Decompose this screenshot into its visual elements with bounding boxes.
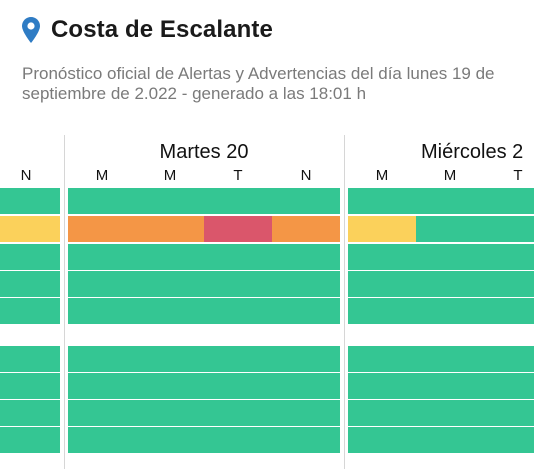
alert-cell[interactable] xyxy=(484,244,534,270)
day-separator xyxy=(343,135,345,469)
alert-cell[interactable] xyxy=(484,373,534,399)
alert-cell[interactable] xyxy=(0,216,60,242)
alert-cell[interactable] xyxy=(0,400,60,426)
alert-cell[interactable] xyxy=(204,244,272,270)
alert-cell[interactable] xyxy=(204,188,272,214)
location-title: Costa de Escalante xyxy=(51,16,273,43)
alert-cell[interactable] xyxy=(416,216,484,242)
alert-cell[interactable] xyxy=(484,427,534,453)
alert-cell[interactable] xyxy=(484,271,534,297)
alert-cell[interactable] xyxy=(348,373,416,399)
alert-cell[interactable] xyxy=(272,427,340,453)
alert-cell[interactable] xyxy=(348,271,416,297)
alert-cell[interactable] xyxy=(204,400,272,426)
alert-cell[interactable] xyxy=(136,271,204,297)
alert-cell[interactable] xyxy=(416,188,484,214)
alert-cell[interactable] xyxy=(204,271,272,297)
period-label: M xyxy=(95,167,109,184)
alert-cell[interactable] xyxy=(204,216,272,242)
alert-cell[interactable] xyxy=(484,216,534,242)
alert-cell[interactable] xyxy=(272,271,340,297)
alert-cell[interactable] xyxy=(136,244,204,270)
alert-cell[interactable] xyxy=(272,188,340,214)
alert-cell[interactable] xyxy=(484,188,534,214)
alert-cell[interactable] xyxy=(484,298,534,324)
alert-cell[interactable] xyxy=(348,216,416,242)
alert-cell[interactable] xyxy=(68,346,136,372)
alert-cell[interactable] xyxy=(68,244,136,270)
alert-cell[interactable] xyxy=(272,373,340,399)
header: Costa de Escalante xyxy=(22,16,273,44)
alert-cell[interactable] xyxy=(416,427,484,453)
alert-cell[interactable] xyxy=(348,427,416,453)
day-title: Martes 20 xyxy=(159,141,249,163)
alert-cell[interactable] xyxy=(272,298,340,324)
period-label: T xyxy=(233,167,243,184)
alert-cell[interactable] xyxy=(416,373,484,399)
alert-cell[interactable] xyxy=(0,244,60,270)
period-label: M xyxy=(375,167,389,184)
alert-cell[interactable] xyxy=(0,298,60,324)
day-separator xyxy=(63,135,65,469)
alert-cell[interactable] xyxy=(68,427,136,453)
alert-cell[interactable] xyxy=(416,271,484,297)
alert-cell[interactable] xyxy=(416,298,484,324)
period-label: T xyxy=(513,167,523,184)
alert-cell[interactable] xyxy=(136,400,204,426)
map-pin-icon xyxy=(22,17,40,43)
alert-cell[interactable] xyxy=(136,298,204,324)
alert-cell[interactable] xyxy=(0,427,60,453)
alert-cell[interactable] xyxy=(68,271,136,297)
alert-cell[interactable] xyxy=(204,346,272,372)
alert-cell[interactable] xyxy=(272,346,340,372)
alert-cell[interactable] xyxy=(484,346,534,372)
alert-cell[interactable] xyxy=(416,346,484,372)
alert-cell[interactable] xyxy=(0,373,60,399)
alert-cell[interactable] xyxy=(68,298,136,324)
alert-cell[interactable] xyxy=(204,427,272,453)
period-label: N xyxy=(300,167,312,184)
period-label: M xyxy=(443,167,457,184)
alert-cell[interactable] xyxy=(136,427,204,453)
alert-cell[interactable] xyxy=(416,400,484,426)
alert-cell[interactable] xyxy=(68,373,136,399)
alert-cell[interactable] xyxy=(204,298,272,324)
alert-cell[interactable] xyxy=(272,216,340,242)
alert-cell[interactable] xyxy=(136,346,204,372)
alert-cell[interactable] xyxy=(136,188,204,214)
alert-cell[interactable] xyxy=(348,298,416,324)
alert-cell[interactable] xyxy=(416,244,484,270)
alert-cell[interactable] xyxy=(0,188,60,214)
alert-cell[interactable] xyxy=(272,400,340,426)
alert-cell[interactable] xyxy=(348,244,416,270)
alert-cell[interactable] xyxy=(68,188,136,214)
alert-cell[interactable] xyxy=(484,400,534,426)
day-title: Miércoles 2 xyxy=(421,141,524,163)
alert-cell[interactable] xyxy=(204,373,272,399)
alert-cell[interactable] xyxy=(348,346,416,372)
period-label: M xyxy=(163,167,177,184)
alert-cell[interactable] xyxy=(0,346,60,372)
forecast-subtitle: Pronóstico oficial de Alertas y Adverten… xyxy=(22,64,495,103)
alert-cell[interactable] xyxy=(272,244,340,270)
alert-cell[interactable] xyxy=(0,271,60,297)
alert-cell[interactable] xyxy=(136,373,204,399)
period-label: N xyxy=(20,167,32,184)
alert-cell[interactable] xyxy=(68,400,136,426)
alert-cell[interactable] xyxy=(348,400,416,426)
alert-cell[interactable] xyxy=(68,216,136,242)
alert-cell[interactable] xyxy=(348,188,416,214)
alert-cell[interactable] xyxy=(136,216,204,242)
